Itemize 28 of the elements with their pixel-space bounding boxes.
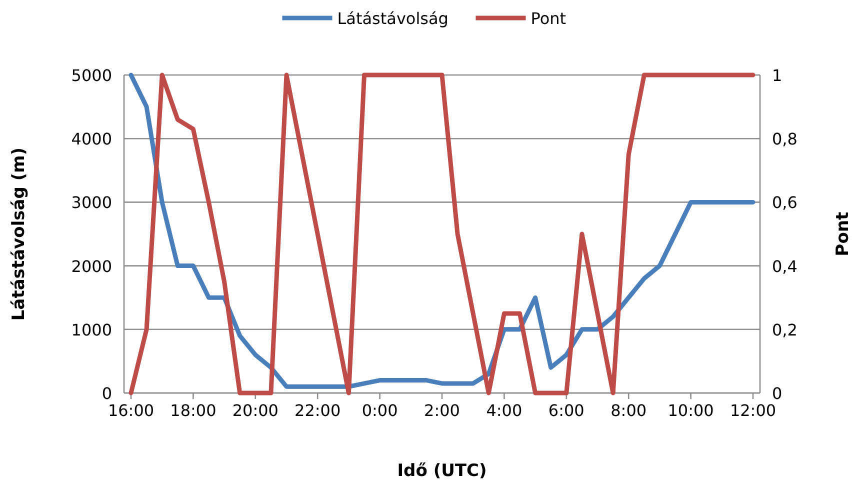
y-tick-label: 2000 <box>71 256 112 276</box>
y2-axis-title: Pont <box>833 212 853 256</box>
x-tick-label: 20:00 <box>232 401 278 420</box>
y-tick-label: 3000 <box>71 193 112 212</box>
legend-label: Látástávolság <box>337 9 448 28</box>
x-tick-label: 16:00 <box>108 401 154 420</box>
y2-tick-label: 0,2 <box>772 320 798 340</box>
x-tick-label: 18:00 <box>170 401 216 420</box>
y-tick-label: 4000 <box>71 130 112 149</box>
y2-tick-label: 0,6 <box>772 193 798 212</box>
y2-tick-label: 1 <box>772 66 782 85</box>
x-tick-label: 8:00 <box>610 401 647 420</box>
x-tick-label: 4:00 <box>486 401 522 420</box>
x-axis-title: Idő (UTC) <box>397 461 487 481</box>
x-tick-label: 12:00 <box>730 401 776 420</box>
y-tick-label: 1000 <box>71 320 112 340</box>
y2-tick-label: 0,4 <box>772 256 798 276</box>
x-tick-label: 0:00 <box>362 401 398 420</box>
y-tick-label: 0 <box>102 384 112 403</box>
y-axis-title: Látástávolság (m) <box>9 147 29 321</box>
x-tick-label: 2:00 <box>424 401 460 420</box>
x-tick-label: 10:00 <box>668 401 714 420</box>
y2-tick-label: 0,8 <box>772 130 798 149</box>
x-tick-label: 22:00 <box>294 401 341 420</box>
y2-tick-label: 0 <box>772 384 782 403</box>
x-tick-label: 6:00 <box>548 401 584 420</box>
y-tick-label: 5000 <box>71 66 112 85</box>
legend-label: Pont <box>530 9 566 28</box>
